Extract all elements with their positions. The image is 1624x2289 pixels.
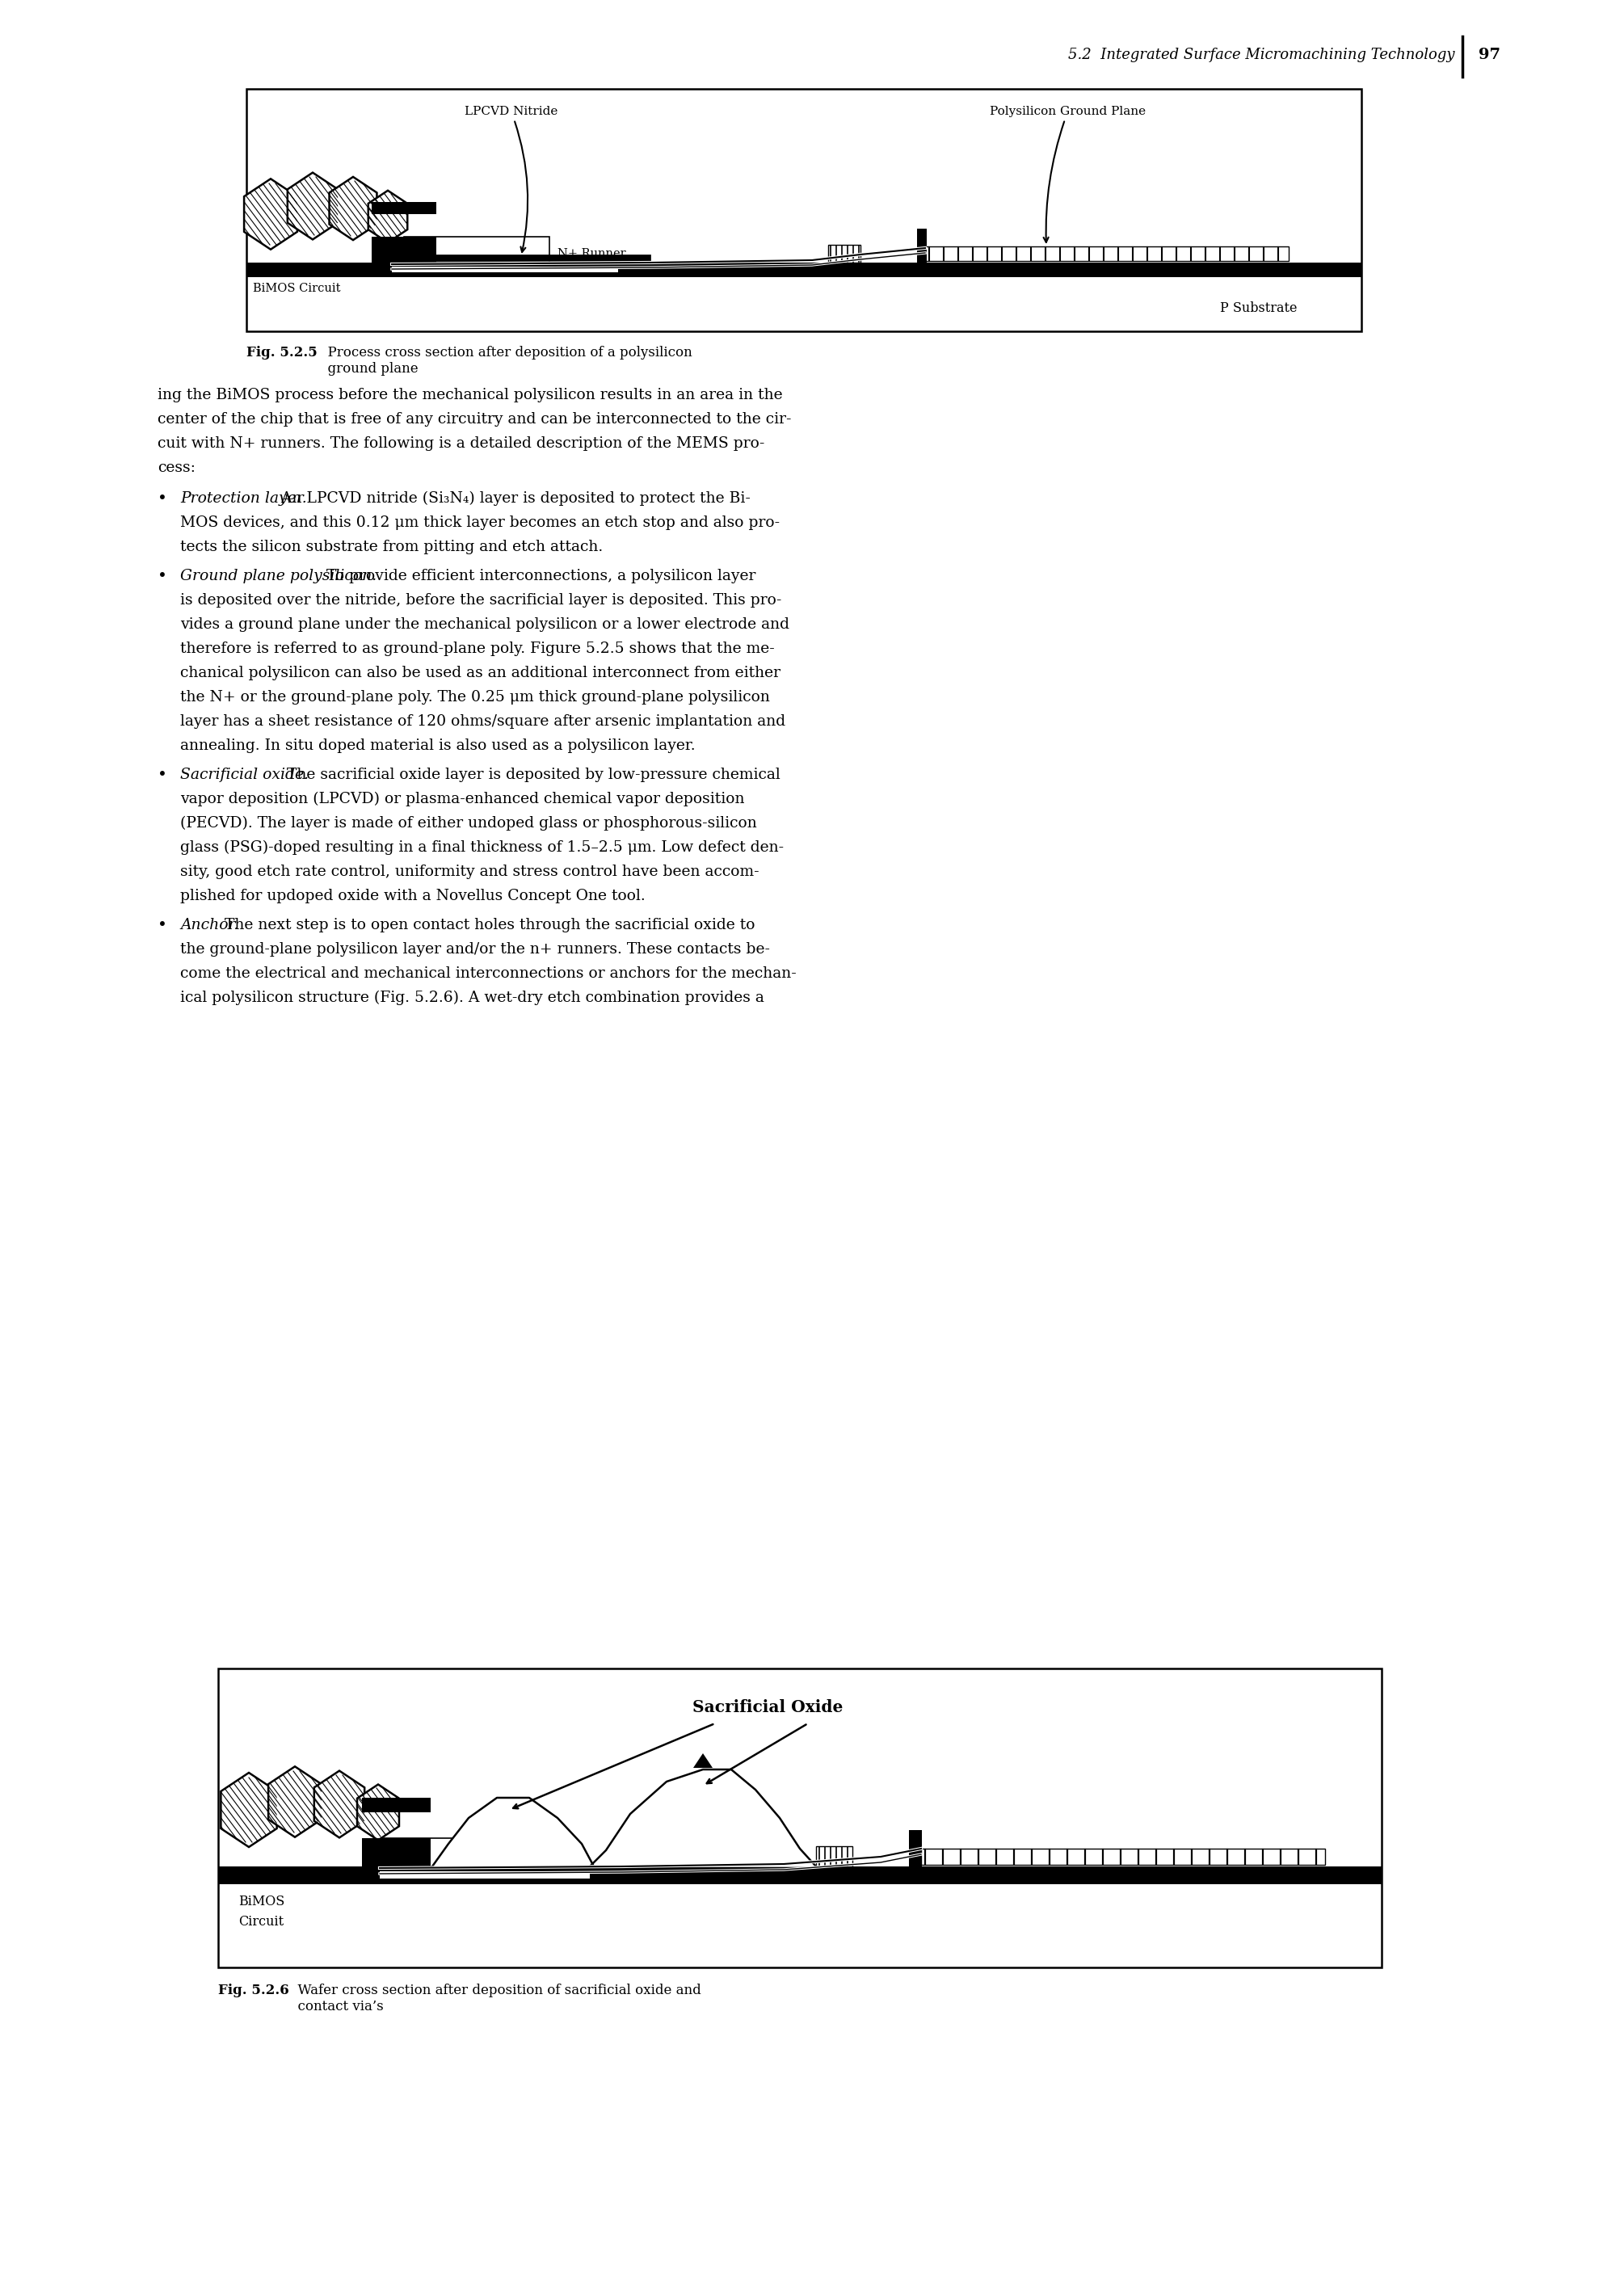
- Text: center of the chip that is free of any circuitry and can be interconnected to th: center of the chip that is free of any c…: [158, 412, 791, 426]
- Polygon shape: [330, 176, 377, 240]
- Text: Sacrificial oxide.: Sacrificial oxide.: [180, 767, 309, 783]
- Text: •: •: [158, 767, 167, 783]
- Text: Circuit: Circuit: [239, 1916, 284, 1930]
- Text: •: •: [158, 918, 167, 934]
- Text: LPCVD Nitride: LPCVD Nitride: [464, 105, 557, 252]
- Text: vides a ground plane under the mechanical polysilicon or a lower electrode and: vides a ground plane under the mechanica…: [180, 618, 789, 632]
- Text: cuit with N+ runners. The following is a detailed description of the MEMS pro-: cuit with N+ runners. The following is a…: [158, 437, 765, 451]
- Text: tects the silicon substrate from pitting and etch attach.: tects the silicon substrate from pitting…: [180, 540, 603, 554]
- Bar: [247, 89, 1361, 332]
- Text: is deposited over the nitride, before the sacrificial layer is deposited. This p: is deposited over the nitride, before th…: [180, 593, 781, 607]
- Text: ing the BiMOS process before the mechanical polysilicon results in an area in th: ing the BiMOS process before the mechani…: [158, 387, 783, 403]
- Text: Polysilicon Ground Plane: Polysilicon Ground Plane: [989, 105, 1147, 243]
- Text: the ground-plane polysilicon layer and/or the n+ runners. These contacts be-: the ground-plane polysilicon layer and/o…: [180, 943, 770, 957]
- Text: An LPCVD nitride (Si₃N₄) layer is deposited to protect the Bi-: An LPCVD nitride (Si₃N₄) layer is deposi…: [276, 492, 750, 506]
- Text: layer has a sheet resistance of 120 ohms/square after arsenic implantation and: layer has a sheet resistance of 120 ohms…: [180, 714, 786, 728]
- Text: (PECVD). The layer is made of either undoped glass or phosphorous-silicon: (PECVD). The layer is made of either und…: [180, 817, 757, 831]
- Text: vapor deposition (LPCVD) or plasma-enhanced chemical vapor deposition: vapor deposition (LPCVD) or plasma-enhan…: [180, 792, 744, 806]
- Polygon shape: [221, 1772, 276, 1847]
- Text: BiMOS: BiMOS: [239, 1895, 284, 1909]
- Text: sity, good etch rate control, uniformity and stress control have been accom-: sity, good etch rate control, uniformity…: [180, 865, 758, 879]
- Bar: [918, 229, 927, 263]
- Text: Anchor.: Anchor.: [180, 918, 239, 932]
- Bar: [391, 266, 619, 272]
- Text: cess:: cess:: [158, 460, 195, 476]
- Text: chanical polysilicon can also be used as an additional interconnect from either: chanical polysilicon can also be used as…: [180, 666, 781, 680]
- Text: Wafer cross section after deposition of sacrificial oxide and
  contact via’s: Wafer cross section after deposition of …: [289, 1985, 702, 2012]
- Text: BiMOS Circuit: BiMOS Circuit: [253, 284, 341, 293]
- Polygon shape: [693, 1753, 713, 1767]
- Bar: [909, 1831, 922, 1866]
- Text: Protection layer.: Protection layer.: [180, 492, 307, 506]
- Bar: [921, 1850, 1325, 1866]
- Polygon shape: [287, 172, 338, 240]
- Polygon shape: [313, 1772, 364, 1838]
- Polygon shape: [369, 190, 408, 243]
- Bar: [372, 201, 437, 215]
- Bar: [404, 236, 549, 263]
- Text: MOS devices, and this 0.12 μm thick layer becomes an etch stop and also pro-: MOS devices, and this 0.12 μm thick laye…: [180, 515, 780, 531]
- Text: The next step is to open contact holes through the sacrificial oxide to: The next step is to open contact holes t…: [219, 918, 755, 932]
- Bar: [391, 254, 650, 261]
- Bar: [362, 1838, 430, 1866]
- Text: ical polysilicon structure (Fig. 5.2.6). A wet-dry etch combination provides a: ical polysilicon structure (Fig. 5.2.6).…: [180, 991, 765, 1005]
- Bar: [383, 1838, 541, 1866]
- Text: •: •: [158, 492, 167, 506]
- Text: 5.2  Integrated Surface Micromachining Technology: 5.2 Integrated Surface Micromachining Te…: [1067, 48, 1455, 62]
- Bar: [218, 1669, 1382, 1969]
- Text: Sacrificial Oxide: Sacrificial Oxide: [692, 1698, 843, 1714]
- Text: P Substrate: P Substrate: [1220, 302, 1298, 316]
- Text: plished for updoped oxide with a Novellus Concept One tool.: plished for updoped oxide with a Novellu…: [180, 888, 645, 904]
- Bar: [926, 247, 1289, 261]
- Bar: [218, 1866, 1382, 1884]
- Bar: [815, 1847, 853, 1866]
- Text: annealing. In situ doped material is also used as a polysilicon layer.: annealing. In situ doped material is als…: [180, 739, 695, 753]
- Text: N+ Runner: N+ Runner: [557, 247, 625, 259]
- Text: Fig. 5.2.6: Fig. 5.2.6: [218, 1985, 289, 1998]
- Text: Ground plane polysilicon.: Ground plane polysilicon.: [180, 568, 377, 584]
- Text: therefore is referred to as ground-plane poly. Figure 5.2.5 shows that the me-: therefore is referred to as ground-plane…: [180, 641, 775, 657]
- Text: To provide efficient interconnections, a polysilicon layer: To provide efficient interconnections, a…: [322, 568, 757, 584]
- Polygon shape: [268, 1767, 322, 1838]
- Polygon shape: [432, 1797, 594, 1866]
- Polygon shape: [357, 1785, 400, 1840]
- Text: Process cross section after deposition of a polysilicon
  ground plane: Process cross section after deposition o…: [320, 346, 692, 375]
- Text: The sacrificial oxide layer is deposited by low-pressure chemical: The sacrificial oxide layer is deposited…: [283, 767, 781, 783]
- Bar: [380, 1872, 590, 1879]
- Text: Fig. 5.2.5: Fig. 5.2.5: [247, 346, 317, 359]
- Text: 97: 97: [1478, 48, 1501, 62]
- Polygon shape: [590, 1769, 815, 1866]
- Polygon shape: [244, 179, 297, 250]
- Text: glass (PSG)-doped resulting in a final thickness of 1.5–2.5 μm. Low defect den-: glass (PSG)-doped resulting in a final t…: [180, 840, 784, 856]
- Bar: [247, 263, 1361, 277]
- Bar: [828, 245, 861, 263]
- Bar: [362, 1797, 430, 1813]
- Text: the N+ or the ground-plane poly. The 0.25 μm thick ground-plane polysilicon: the N+ or the ground-plane poly. The 0.2…: [180, 689, 770, 705]
- Text: come the electrical and mechanical interconnections or anchors for the mechan-: come the electrical and mechanical inter…: [180, 966, 796, 982]
- Bar: [372, 236, 437, 263]
- Text: •: •: [158, 568, 167, 584]
